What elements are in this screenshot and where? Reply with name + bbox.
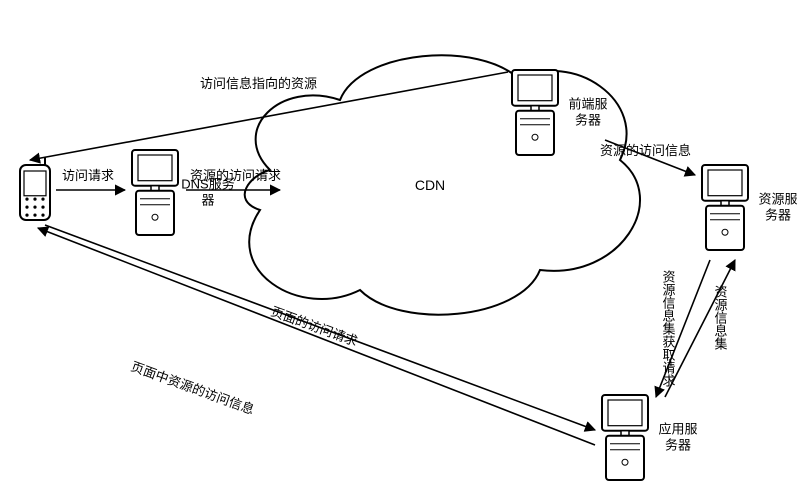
svg-text:务器: 务器 — [765, 207, 791, 222]
node-resource: 资源服务器 — [702, 165, 798, 250]
edge-e_set_resp-label: 资源信息集 — [713, 285, 728, 350]
cdn-label: CDN — [415, 177, 445, 193]
edge-e_req-label: 访问请求 — [62, 168, 114, 183]
node-resource-label: 资源服 — [758, 191, 797, 206]
node-app-label: 应用服 — [658, 421, 697, 436]
svg-text:务器: 务器 — [665, 437, 691, 452]
edge-e_info_point-label: 访问信息指向的资源 — [200, 76, 317, 91]
node-dns: DNS服务器 — [132, 150, 235, 235]
edge-e_page_res — [38, 228, 595, 445]
edge-e_set_req-label: 资源信息集获取请求 — [661, 270, 676, 387]
edge-e_res_info-label: 资源的访问信息 — [600, 143, 691, 158]
edge-e_page_res-label: 页面中资源的访问信息 — [129, 359, 256, 418]
edge-e_page_access-label: 页面的访问请求 — [269, 304, 360, 349]
svg-text:器: 器 — [201, 192, 214, 207]
svg-text:务器: 务器 — [575, 112, 601, 127]
node-frontend-label: 前端服 — [568, 96, 607, 111]
node-app: 应用服务器 — [602, 395, 698, 480]
node-client — [20, 157, 50, 220]
edge-e_res_access-label: 资源的访问请求 — [190, 168, 281, 183]
